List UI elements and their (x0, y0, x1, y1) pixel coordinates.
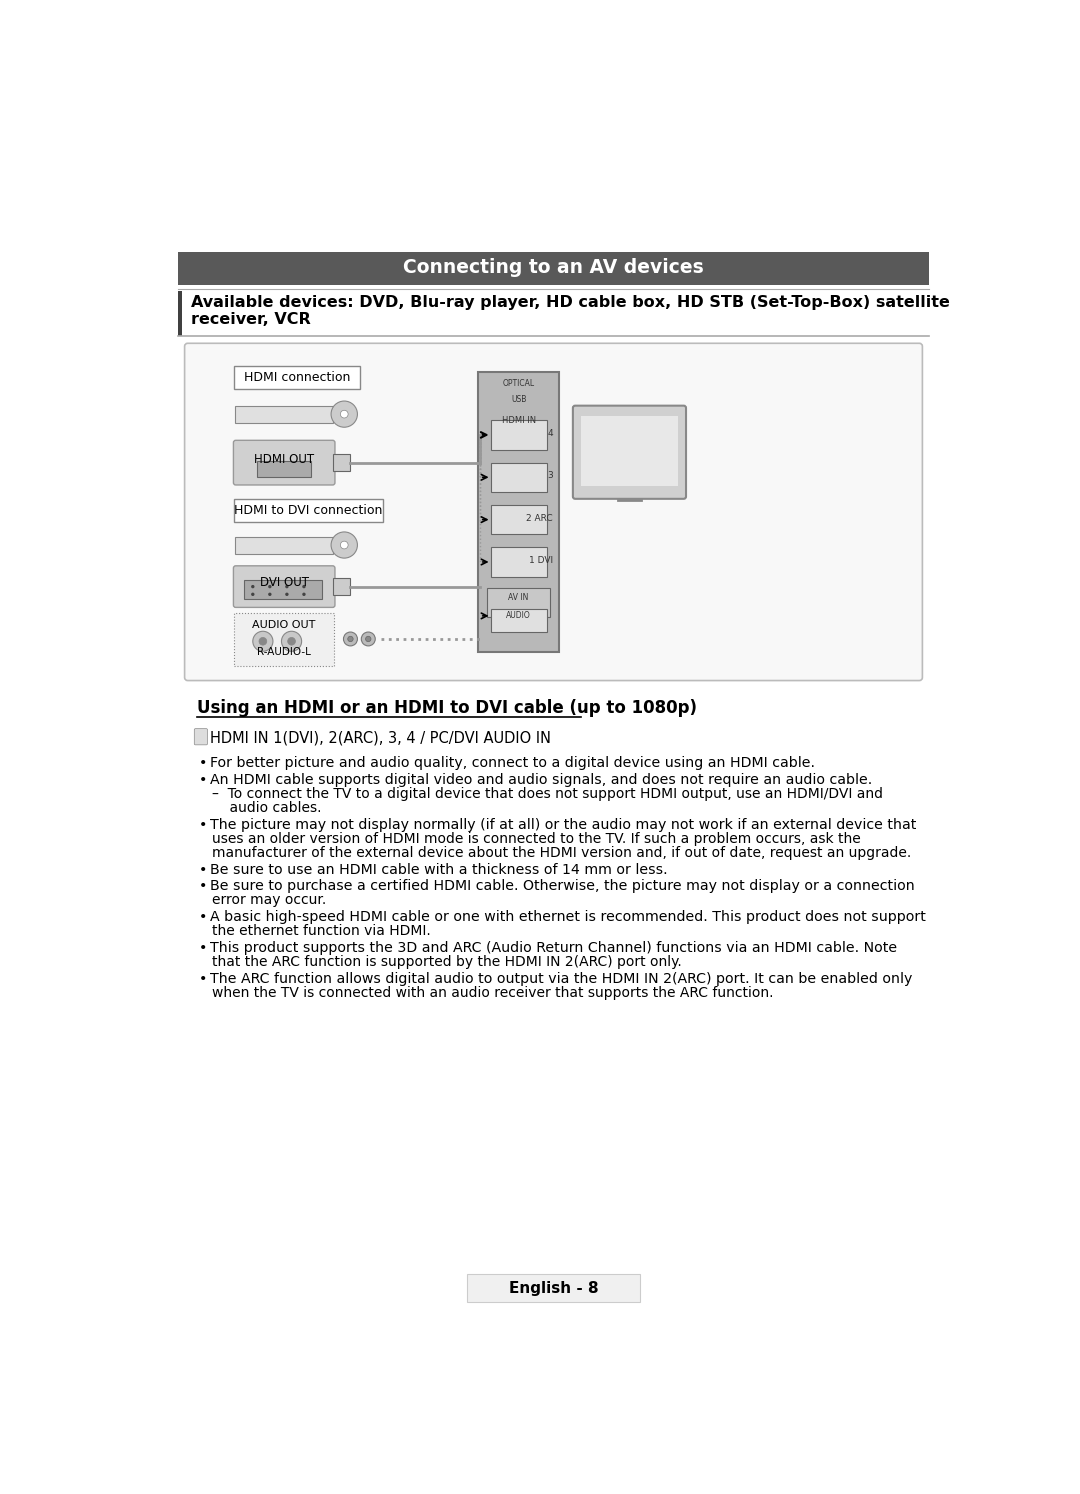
Text: Using an HDMI or an HDMI to DVI cable (up to 1080p): Using an HDMI or an HDMI to DVI cable (u… (197, 699, 697, 717)
FancyBboxPatch shape (572, 406, 686, 499)
Text: •: • (199, 817, 207, 832)
Text: –  To connect the TV to a digital device that does not support HDMI output, use : – To connect the TV to a digital device … (212, 787, 882, 801)
FancyBboxPatch shape (235, 536, 334, 553)
Text: The ARC function allows digital audio to output via the HDMI IN 2(ARC) port. It : The ARC function allows digital audio to… (211, 971, 913, 986)
Text: HDMI to DVI connection: HDMI to DVI connection (234, 503, 382, 517)
FancyBboxPatch shape (177, 252, 930, 285)
Text: •: • (199, 910, 207, 923)
Circle shape (268, 593, 271, 596)
Text: USB: USB (511, 394, 526, 403)
Text: English - 8: English - 8 (509, 1280, 598, 1295)
FancyBboxPatch shape (233, 566, 335, 608)
Circle shape (340, 541, 348, 548)
FancyBboxPatch shape (194, 729, 207, 746)
Circle shape (343, 632, 357, 645)
FancyBboxPatch shape (234, 613, 334, 666)
Text: HDMI IN: HDMI IN (501, 415, 536, 424)
Text: •: • (199, 971, 207, 986)
Text: AUDIO OUT: AUDIO OUT (253, 620, 315, 630)
FancyBboxPatch shape (490, 463, 546, 492)
Text: 4: 4 (548, 429, 553, 438)
Text: 1 DVI: 1 DVI (528, 556, 553, 565)
Text: OPTICAL: OPTICAL (502, 379, 535, 388)
Circle shape (365, 636, 372, 641)
Circle shape (282, 632, 301, 651)
Text: This product supports the 3D and ARC (Audio Return Channel) functions via an HDM: This product supports the 3D and ARC (Au… (211, 941, 897, 955)
Circle shape (287, 638, 296, 645)
Text: AV IN: AV IN (509, 593, 529, 602)
Text: Available devices: DVD, Blu-ray player, HD cable box, HD STB (Set-Top-Box) satel: Available devices: DVD, Blu-ray player, … (191, 294, 949, 327)
FancyBboxPatch shape (487, 589, 551, 617)
Circle shape (302, 593, 306, 596)
FancyBboxPatch shape (334, 578, 350, 595)
Circle shape (285, 593, 288, 596)
Text: •: • (199, 756, 207, 769)
Text: •: • (199, 772, 207, 786)
Text: A basic high-speed HDMI cable or one with ethernet is recommended. This product : A basic high-speed HDMI cable or one wit… (211, 910, 926, 923)
FancyBboxPatch shape (581, 415, 677, 486)
FancyBboxPatch shape (490, 610, 546, 632)
Text: HDMI connection: HDMI connection (244, 372, 350, 384)
Text: R-AUDIO-L: R-AUDIO-L (257, 647, 311, 657)
FancyBboxPatch shape (177, 291, 183, 336)
FancyBboxPatch shape (185, 344, 922, 681)
Circle shape (251, 586, 255, 589)
Text: that the ARC function is supported by the HDMI IN 2(ARC) port only.: that the ARC function is supported by th… (212, 955, 681, 970)
Text: Be sure to purchase a certified HDMI cable. Otherwise, the picture may not displ: Be sure to purchase a certified HDMI cab… (211, 878, 915, 893)
Circle shape (285, 586, 288, 589)
FancyBboxPatch shape (234, 366, 360, 390)
Text: 3: 3 (546, 471, 553, 480)
Text: An HDMI cable supports digital video and audio signals, and does not require an : An HDMI cable supports digital video and… (211, 772, 873, 786)
FancyBboxPatch shape (233, 441, 335, 486)
Circle shape (332, 532, 357, 559)
Text: •: • (199, 878, 207, 893)
Circle shape (253, 632, 273, 651)
Text: •: • (199, 941, 207, 955)
Circle shape (259, 638, 267, 645)
Text: HDMI OUT: HDMI OUT (254, 453, 314, 466)
FancyBboxPatch shape (490, 547, 546, 577)
Text: Connecting to an AV devices: Connecting to an AV devices (403, 258, 704, 278)
FancyBboxPatch shape (490, 420, 546, 450)
Circle shape (362, 632, 375, 645)
Text: when the TV is connected with an audio receiver that supports the ARC function.: when the TV is connected with an audio r… (212, 986, 773, 999)
Text: audio cables.: audio cables. (212, 801, 321, 816)
Circle shape (251, 593, 255, 596)
Text: uses an older version of HDMI mode is connected to the TV. If such a problem occ: uses an older version of HDMI mode is co… (212, 832, 861, 846)
Circle shape (340, 411, 348, 418)
FancyBboxPatch shape (235, 406, 334, 423)
FancyBboxPatch shape (234, 499, 383, 521)
Text: the ethernet function via HDMI.: the ethernet function via HDMI. (212, 925, 431, 938)
Text: The picture may not display normally (if at all) or the audio may not work if an: The picture may not display normally (if… (211, 817, 917, 832)
Text: manufacturer of the external device about the HDMI version and, if out of date, : manufacturer of the external device abou… (212, 846, 910, 861)
Circle shape (332, 400, 357, 427)
Text: Be sure to use an HDMI cable with a thickness of 14 mm or less.: Be sure to use an HDMI cable with a thic… (211, 862, 667, 877)
Text: DVI OUT: DVI OUT (259, 575, 309, 589)
Text: •: • (199, 862, 207, 877)
FancyBboxPatch shape (257, 462, 311, 477)
Text: error may occur.: error may occur. (212, 893, 326, 907)
Circle shape (268, 586, 271, 589)
FancyBboxPatch shape (467, 1274, 640, 1301)
FancyBboxPatch shape (478, 372, 559, 651)
Text: HDMI IN 1(DVI), 2(ARC), 3, 4 / PC/DVI AUDIO IN: HDMI IN 1(DVI), 2(ARC), 3, 4 / PC/DVI AU… (211, 731, 551, 746)
Circle shape (302, 586, 306, 589)
FancyBboxPatch shape (490, 505, 546, 535)
FancyBboxPatch shape (244, 581, 322, 599)
FancyBboxPatch shape (334, 454, 350, 471)
Circle shape (348, 636, 353, 641)
Text: For better picture and audio quality, connect to a digital device using an HDMI : For better picture and audio quality, co… (211, 756, 815, 769)
Text: 2 ARC: 2 ARC (526, 514, 553, 523)
Text: AUDIO: AUDIO (507, 611, 531, 620)
